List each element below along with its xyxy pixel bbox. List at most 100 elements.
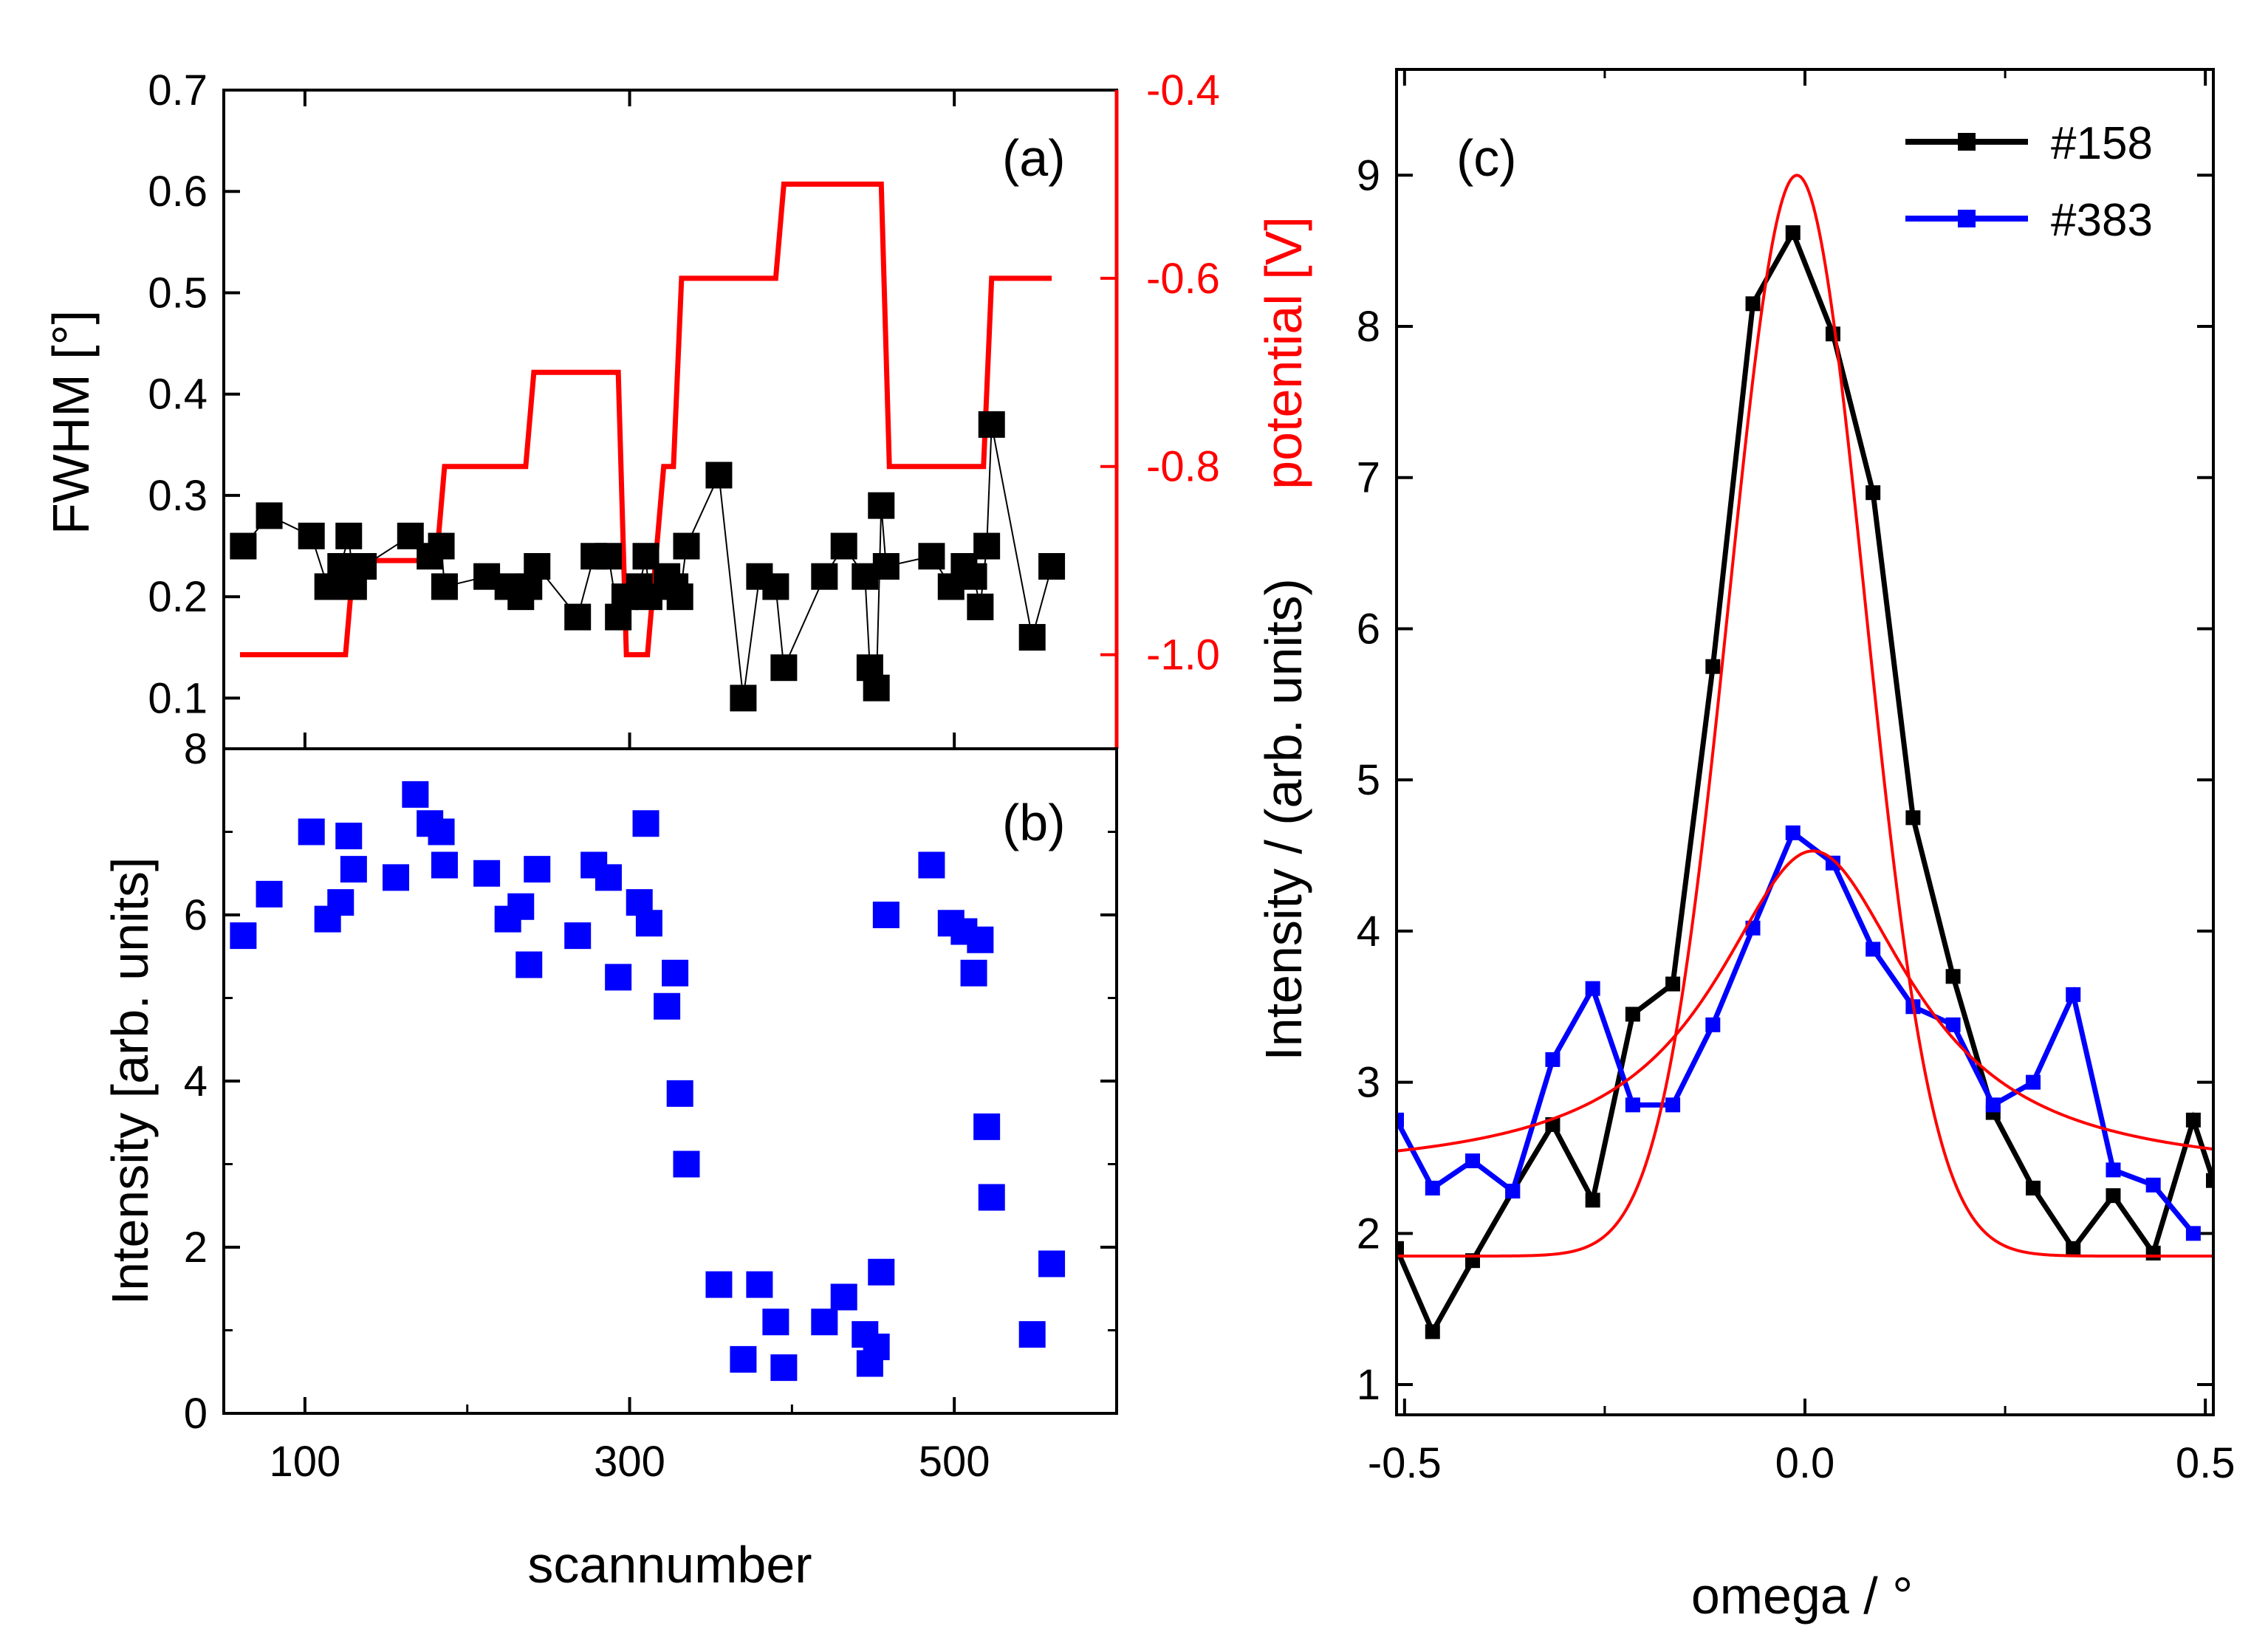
series-158-point xyxy=(1665,976,1681,992)
panel-a-ytick-label: 0.1 xyxy=(148,674,208,722)
series-383-point xyxy=(2066,987,2081,1002)
panel-c-label: (c) xyxy=(1456,129,1517,187)
panel-a-ytick-label: 0.7 xyxy=(148,66,208,114)
intensity-point xyxy=(605,964,632,991)
series-383-point xyxy=(1985,1097,2001,1113)
fwhm-point xyxy=(730,685,757,712)
panel-a-ytick-label: 0.4 xyxy=(148,371,208,419)
panel-b-xtick-label: 100 xyxy=(270,1438,341,1486)
fwhm-point xyxy=(524,552,551,580)
panel-b-series xyxy=(230,781,1066,1382)
panel-b-ticks: 0 2 4 6 8 100 300 500 xyxy=(184,725,1117,1486)
panel-a-ytick-label: 0.6 xyxy=(148,168,208,216)
intensity-point xyxy=(327,889,354,916)
intensity-point xyxy=(256,880,283,908)
series-383-point xyxy=(1545,1052,1560,1067)
legend-label-383: #383 xyxy=(2051,195,2153,246)
panel-c-xtick-label: -0.5 xyxy=(1368,1439,1442,1487)
panel-b: 0 2 4 6 8 100 300 500 (b) Intensity [arb. units… xyxy=(101,725,1118,1594)
fwhm-point xyxy=(298,522,325,549)
panel-b-ylabel: Intensity [arb. units] xyxy=(101,857,159,1306)
panel-b-ytick-label: 8 xyxy=(184,725,208,773)
fwhm-point xyxy=(973,532,1001,560)
intensity-point xyxy=(402,781,429,808)
fwhm-point xyxy=(666,583,693,611)
intensity-point xyxy=(918,851,945,879)
panel-a-label: (a) xyxy=(1002,129,1066,187)
fwhm-point xyxy=(431,573,458,600)
fwhm-point xyxy=(967,593,994,620)
intensity-point xyxy=(383,864,410,891)
fwhm-point xyxy=(705,462,733,489)
panel-a-ytick-label: 0.2 xyxy=(148,573,208,621)
intensity-point xyxy=(830,1283,857,1311)
series-383-point xyxy=(1866,941,1881,957)
fwhm-point xyxy=(960,563,987,590)
panel-b-frame xyxy=(222,747,1118,1415)
series-383-point xyxy=(2185,1226,2201,1241)
fwhm-point xyxy=(564,603,592,631)
fit-158-curve xyxy=(1397,174,2213,1258)
intensity-point xyxy=(863,1334,890,1360)
fwhm-point xyxy=(1038,552,1066,580)
fwhm-point xyxy=(428,532,455,560)
series-383-point xyxy=(1665,1097,1681,1113)
panel-a: 0.1 0.2 0.3 0.4 0.5 0.6 0.7 -1.0 -0.8 -0.6 -0.4 (a… xyxy=(42,66,1312,750)
panel-c-ytick-label: 8 xyxy=(1357,303,1380,351)
panel-c-ytick-label: 7 xyxy=(1357,454,1380,502)
panel-b-xlabel: scannumber xyxy=(527,1536,812,1594)
panel-a-ytick-label: 0.3 xyxy=(148,472,208,520)
panel-b-ytick-label: 2 xyxy=(184,1224,208,1272)
intensity-point xyxy=(1038,1250,1066,1277)
intensity-point xyxy=(632,810,659,837)
panel-b-ytick-label: 4 xyxy=(184,1057,208,1105)
intensity-point xyxy=(666,1080,693,1107)
series-383-point xyxy=(1785,825,1801,840)
panel-a-ytick-right-label: -0.6 xyxy=(1146,255,1220,303)
intensity-point xyxy=(762,1308,789,1336)
panel-a-ytick-right-label: -0.8 xyxy=(1146,443,1220,491)
intensity-point xyxy=(973,1113,1001,1140)
intensity-point xyxy=(868,1258,895,1286)
panel-b-label: (b) xyxy=(1002,794,1066,851)
panel-a-ticks: 0.1 0.2 0.3 0.4 0.5 0.6 0.7 -1.0 -0.8 -0.6 -0.4 xyxy=(148,66,1220,749)
series-158-point xyxy=(2185,1112,2201,1128)
panel-a-series xyxy=(230,181,1066,712)
fit-383-curve xyxy=(1397,849,2213,1153)
fwhm-point xyxy=(918,543,945,570)
panel-c-xtick-label: 0.5 xyxy=(2176,1439,2236,1487)
panel-c-ytick-label: 9 xyxy=(1357,151,1380,199)
series-158-point xyxy=(1585,1193,1600,1208)
fwhm-point xyxy=(350,552,377,580)
intensity-point xyxy=(335,823,363,850)
series-158-point xyxy=(2206,1173,2213,1188)
intensity-point xyxy=(428,818,455,845)
intensity-point xyxy=(298,818,325,845)
fwhm-point xyxy=(811,563,838,590)
intensity-point xyxy=(662,959,689,987)
panel-c-frame xyxy=(1395,68,2215,1416)
intensity-point xyxy=(507,893,535,920)
panel-b-ytick-label: 6 xyxy=(184,891,208,939)
panel-c-ytick-label: 5 xyxy=(1357,756,1380,804)
intensity-point xyxy=(230,922,257,950)
intensity-point xyxy=(705,1271,733,1298)
panel-c-xtick-label: 0.0 xyxy=(1775,1439,1835,1487)
series-158-point xyxy=(2066,1241,2081,1256)
series-158-point xyxy=(2145,1245,2161,1260)
legend-label-158: #158 xyxy=(2051,118,2153,169)
series-158-point xyxy=(1785,225,1801,241)
panel-c-ytick-label: 6 xyxy=(1357,605,1380,653)
intensity-point xyxy=(654,992,681,1020)
series-158-point xyxy=(1397,1241,1404,1256)
panel-b-xtick-label: 500 xyxy=(919,1438,990,1486)
intensity-point xyxy=(746,1271,773,1298)
panel-c-ytick-label: 1 xyxy=(1357,1361,1380,1409)
series-158-point xyxy=(1866,485,1881,501)
panel-b-ytick-label: 0 xyxy=(184,1390,208,1438)
series-383-point xyxy=(1825,855,1840,871)
panel-c-xlabel: omega / ° xyxy=(1691,1567,1913,1625)
series-383-point xyxy=(2106,1162,2121,1178)
